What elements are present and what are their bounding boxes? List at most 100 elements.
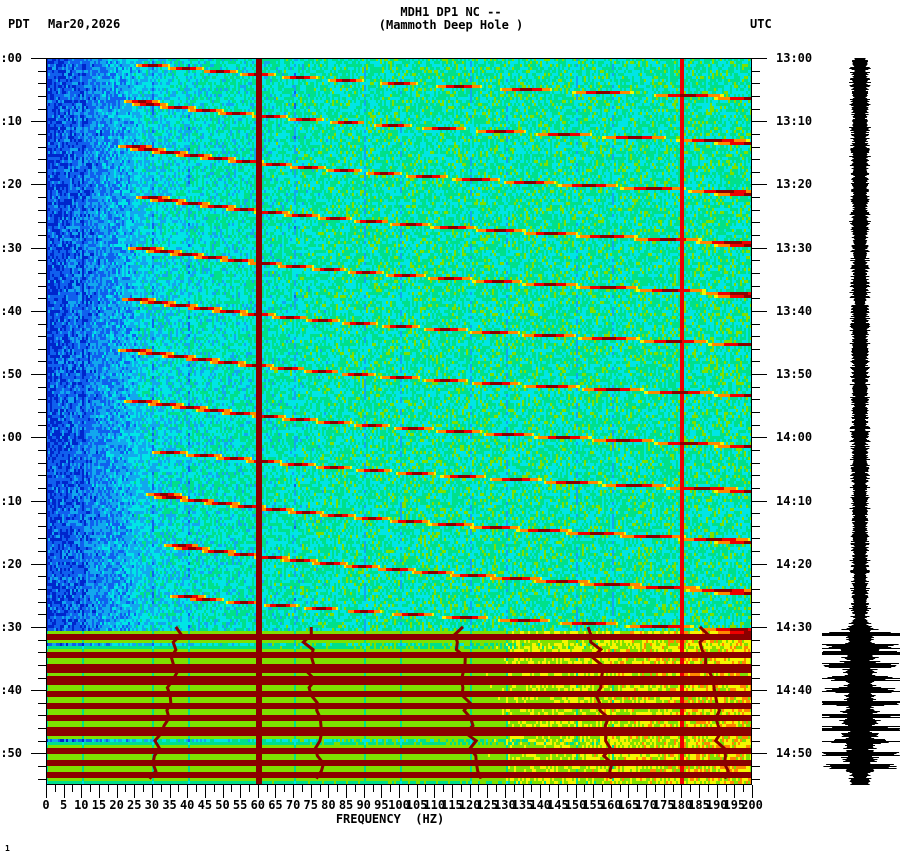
freq-tick-minor [407,785,409,792]
time-tick-minor [752,601,760,603]
freq-tick-minor [107,785,109,792]
spectrogram-image[interactable] [46,58,752,785]
time-tick-minor [752,95,760,97]
freq-tick-minor [54,785,56,792]
time-tick-major [752,58,767,59]
time-tick-major [752,437,767,439]
freq-tick-minor [143,785,145,792]
freq-tick-label: 175 [652,798,675,812]
time-tick-major [31,374,46,376]
freq-tick-minor [213,785,215,792]
freq-tick-minor [460,785,462,792]
freq-tick-major [628,785,630,798]
freq-tick-minor [743,785,745,792]
seismogram-trace[interactable] [822,58,900,785]
freq-tick-minor [513,785,515,792]
freq-tick-major [187,785,189,798]
freq-tick-label: 10 [74,798,89,812]
time-tick-major [752,374,767,376]
time-tick-major [31,184,46,186]
freq-tick-label: 80 [321,798,336,812]
time-tick-label: 06:00 [0,51,22,65]
time-tick-minor [38,348,46,350]
freq-tick-major [681,785,683,798]
time-tick-minor [38,487,46,489]
time-tick-minor [38,652,46,654]
time-tick-minor [752,475,760,477]
time-tick-minor [752,70,760,72]
freq-tick-minor [354,785,356,792]
time-tick-minor [38,171,46,173]
time-tick-minor [38,702,46,704]
time-tick-minor [752,399,760,401]
time-tick-minor [752,715,760,717]
time-tick-minor [38,614,46,616]
freq-tick-major [381,785,383,798]
time-tick-minor [752,424,760,426]
time-tick-label: 06:40 [0,303,22,318]
time-tick-minor [752,664,760,666]
time-tick-label: 13:40 [776,303,813,318]
freq-tick-label: 150 [564,798,587,812]
freq-tick-minor [337,785,339,792]
freq-tick-major [63,785,65,798]
freq-tick-major [399,785,400,798]
freq-tick-minor [443,785,445,792]
freq-tick-minor [531,785,533,792]
time-tick-minor [38,222,46,224]
time-tick-minor [752,462,760,464]
timezone-label-left: PDT [8,17,30,31]
time-tick-minor [38,197,46,199]
freq-tick-minor [160,785,162,792]
frequency-axis-title: FREQUENCY (HZ) [335,812,445,826]
time-tick-label: 07:10 [0,493,22,508]
freq-tick-label: 160 [599,798,622,812]
freq-tick-major [293,785,295,798]
freq-tick-label: 130 [494,798,516,812]
time-tick-major [31,437,46,439]
time-tick-major [31,310,46,312]
freq-tick-label: 115 [441,798,463,812]
freq-tick-minor [672,785,674,792]
time-tick-minor [752,133,760,135]
time-tick-minor [38,146,46,148]
freq-tick-minor [637,785,639,792]
time-tick-minor [38,475,46,477]
freq-tick-label: 200 [741,798,763,812]
freq-tick-major [434,785,436,798]
time-tick-minor [38,778,46,780]
time-tick-label: 07:00 [0,430,22,445]
freq-tick-major [169,785,171,798]
freq-tick-minor [549,785,551,792]
time-tick-minor [752,222,760,224]
time-tick-major [31,247,46,249]
freq-tick-major [346,785,348,798]
time-tick-minor [38,677,46,679]
time-tick-minor [38,108,46,110]
freq-tick-label: 45 [197,798,213,812]
spectrogram-canvas-container[interactable] [46,58,752,785]
freq-tick-major [363,785,365,798]
freq-tick-major [222,785,224,798]
time-tick-minor [752,525,760,527]
time-tick-minor [38,449,46,451]
time-tick-minor [38,639,46,641]
time-tick-minor [752,766,760,768]
freq-tick-label: 85 [338,798,354,812]
time-tick-minor [752,538,760,540]
freq-tick-minor [248,785,250,792]
freq-tick-label: 40 [179,798,195,812]
time-tick-minor [38,412,46,414]
freq-tick-minor [654,785,656,792]
time-tick-minor [38,462,46,464]
spectrogram-plot[interactable] [46,58,752,785]
time-tick-minor [38,133,46,135]
freq-tick-label: 140 [529,798,552,812]
freq-tick-label: 155 [582,798,604,812]
time-tick-major [752,184,767,186]
time-tick-minor [38,83,46,85]
seismogram-trace-panel[interactable] [822,58,900,785]
time-tick-major [752,626,767,628]
freq-tick-major [734,785,736,798]
freq-tick-major [716,785,718,798]
